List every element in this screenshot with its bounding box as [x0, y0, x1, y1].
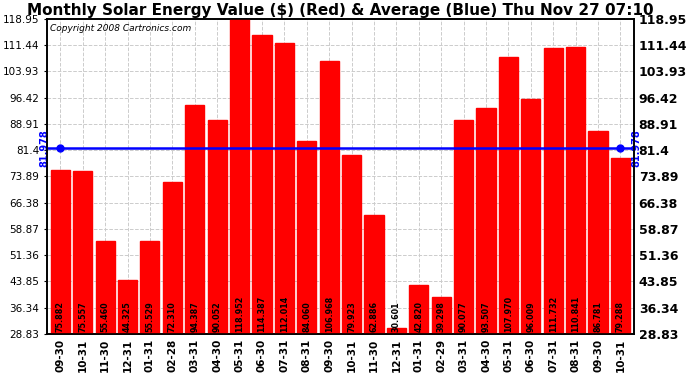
- Bar: [163, 182, 182, 334]
- Bar: [208, 120, 227, 334]
- Text: 106.968: 106.968: [325, 296, 334, 332]
- Bar: [342, 155, 361, 334]
- Text: 96.009: 96.009: [526, 302, 535, 332]
- Bar: [96, 241, 115, 334]
- Bar: [477, 108, 495, 334]
- Text: 42.820: 42.820: [414, 301, 423, 332]
- Text: 110.841: 110.841: [571, 296, 580, 332]
- Text: 93.507: 93.507: [482, 302, 491, 332]
- Bar: [589, 131, 607, 334]
- Bar: [364, 215, 384, 334]
- Text: 90.052: 90.052: [213, 302, 221, 332]
- Text: 79.288: 79.288: [616, 301, 625, 332]
- Text: 55.529: 55.529: [146, 302, 155, 332]
- Bar: [319, 61, 339, 334]
- Text: 30.601: 30.601: [392, 302, 401, 332]
- Bar: [521, 99, 540, 334]
- Text: 84.060: 84.060: [302, 302, 311, 332]
- Bar: [185, 105, 204, 334]
- Title: Monthly Solar Energy Value ($) (Red) & Average (Blue) Thu Nov 27 07:10: Monthly Solar Energy Value ($) (Red) & A…: [27, 3, 653, 18]
- Text: 44.325: 44.325: [123, 302, 132, 332]
- Bar: [51, 170, 70, 334]
- Text: 81.978: 81.978: [631, 129, 642, 167]
- Text: 107.970: 107.970: [504, 296, 513, 332]
- Text: 72.310: 72.310: [168, 302, 177, 332]
- Text: 90.077: 90.077: [459, 302, 468, 332]
- Text: Copyright 2008 Cartronics.com: Copyright 2008 Cartronics.com: [50, 24, 191, 33]
- Bar: [611, 158, 630, 334]
- Bar: [387, 328, 406, 334]
- Text: 55.460: 55.460: [101, 302, 110, 332]
- Bar: [544, 48, 563, 334]
- Text: 118.952: 118.952: [235, 296, 244, 332]
- Bar: [141, 241, 159, 334]
- Text: 79.923: 79.923: [347, 302, 356, 332]
- Text: 81.978: 81.978: [39, 129, 49, 167]
- Bar: [499, 57, 518, 334]
- Text: 112.014: 112.014: [280, 296, 289, 332]
- Bar: [454, 120, 473, 334]
- Bar: [275, 43, 294, 334]
- Bar: [118, 280, 137, 334]
- Text: 111.732: 111.732: [549, 296, 558, 332]
- Text: 94.387: 94.387: [190, 302, 199, 332]
- Bar: [566, 47, 585, 334]
- Bar: [73, 171, 92, 334]
- Text: 75.882: 75.882: [56, 301, 65, 332]
- Bar: [297, 141, 316, 334]
- Bar: [230, 19, 249, 334]
- Bar: [253, 35, 271, 334]
- Text: 75.557: 75.557: [78, 302, 87, 332]
- Text: 39.298: 39.298: [437, 302, 446, 332]
- Text: 62.886: 62.886: [369, 301, 379, 332]
- Bar: [432, 297, 451, 334]
- Text: 86.781: 86.781: [593, 302, 602, 332]
- Text: 114.387: 114.387: [257, 296, 266, 332]
- Bar: [409, 285, 428, 334]
